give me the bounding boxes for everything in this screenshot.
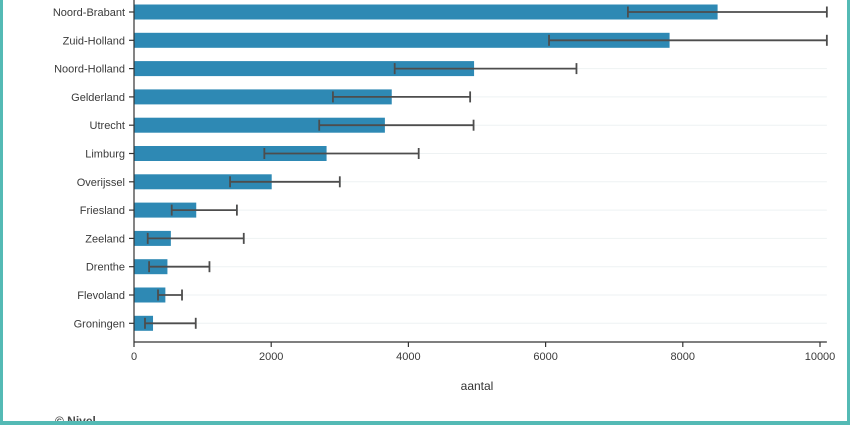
x-tick-label: 0 xyxy=(131,351,137,363)
y-tick-label: Flevoland xyxy=(77,290,125,302)
y-tick-label: Zeeland xyxy=(85,233,125,245)
copyright-credit: © Nivel xyxy=(55,414,96,425)
x-tick-label: 4000 xyxy=(396,351,420,363)
x-tick-label: 10000 xyxy=(805,351,836,363)
bar-limburg xyxy=(134,146,327,161)
x-tick-label: 6000 xyxy=(533,351,557,363)
y-tick-label: Utrecht xyxy=(90,120,125,132)
bar-noord-brabant xyxy=(134,4,718,20)
bar-overijssel xyxy=(134,174,272,190)
y-tick-label: Gelderland xyxy=(71,92,125,104)
x-axis-title: aantal xyxy=(461,379,494,393)
y-tick-label: Groningen xyxy=(74,318,125,330)
y-tick-label: Noord-Holland xyxy=(54,64,125,76)
y-tick-label: Friesland xyxy=(80,205,125,217)
y-tick-label: Overijssel xyxy=(77,177,125,189)
y-tick-label: Limburg xyxy=(85,149,125,161)
bar-zuid-holland xyxy=(134,32,670,48)
y-tick-label: Noord-Brabant xyxy=(53,7,125,19)
x-tick-label: 8000 xyxy=(671,351,695,363)
y-tick-label: Zuid-Holland xyxy=(63,35,125,47)
bar-noord-holland xyxy=(134,61,475,77)
province-count-bar-chart: Noord-Brabant Zuid-Holland Noord-Holland Ge… xyxy=(53,0,836,393)
bar-friesland xyxy=(134,202,197,218)
y-tick-label: Drenthe xyxy=(86,262,125,274)
bar-gelderland xyxy=(134,89,392,105)
x-tick-label: 2000 xyxy=(259,351,283,363)
bar-utrecht xyxy=(134,117,385,133)
bar-groningen xyxy=(134,315,154,331)
